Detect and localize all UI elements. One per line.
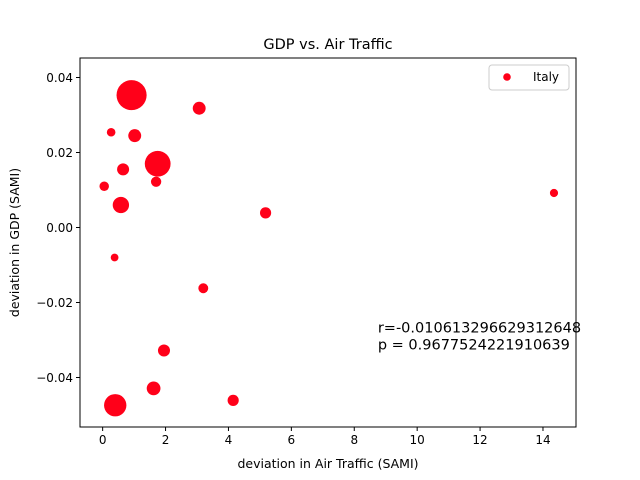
y-axis-ticks: −0.04 −0.02 0.00 0.02 0.04 xyxy=(36,71,80,385)
legend-marker xyxy=(503,73,511,81)
x-tick-label: 14 xyxy=(535,433,550,447)
y-tick-label: 0.04 xyxy=(46,71,73,85)
y-tick-label: −0.04 xyxy=(36,371,73,385)
data-point xyxy=(99,181,109,191)
data-point xyxy=(192,101,206,115)
data-point xyxy=(106,127,116,137)
data-point xyxy=(259,207,272,219)
x-tick-label: 4 xyxy=(225,433,233,447)
data-point xyxy=(157,344,170,357)
plot-area-frame xyxy=(79,57,577,428)
data-point xyxy=(128,129,142,143)
x-tick-label: 2 xyxy=(162,433,170,447)
y-tick-label: 0.02 xyxy=(46,146,73,160)
x-tick-label: 12 xyxy=(472,433,487,447)
data-points xyxy=(99,80,559,417)
chart-title: GDP vs. Air Traffic xyxy=(263,37,392,53)
data-point xyxy=(198,283,209,294)
data-point xyxy=(144,150,171,177)
x-tick-label: 10 xyxy=(410,433,425,447)
y-tick-label: −0.02 xyxy=(36,296,73,310)
data-point xyxy=(110,253,119,262)
x-tick-label: 6 xyxy=(288,433,296,447)
data-point xyxy=(112,196,130,214)
data-point xyxy=(116,80,147,111)
y-axis-label: deviation in GDP (SAMI) xyxy=(7,168,22,317)
x-tick-label: 8 xyxy=(350,433,358,447)
data-point xyxy=(104,394,127,417)
legend-label: Italy xyxy=(533,70,559,84)
x-axis-label: deviation in Air Traffic (SAMI) xyxy=(237,456,418,471)
legend: Italy xyxy=(488,64,570,91)
data-point xyxy=(117,163,130,176)
data-point xyxy=(227,394,239,406)
annotation-line: p = 0.9677524221910639 xyxy=(378,338,570,354)
annotation-line: r=-0.010613296629312648 xyxy=(378,321,581,337)
y-tick-label: 0.00 xyxy=(46,221,73,235)
data-point xyxy=(150,176,162,187)
data-point xyxy=(146,381,161,396)
x-tick-label: 0 xyxy=(99,433,107,447)
x-axis-ticks: 0 2 4 6 8 10 12 14 xyxy=(99,427,551,447)
data-point xyxy=(549,188,559,198)
legend-box xyxy=(488,64,570,91)
